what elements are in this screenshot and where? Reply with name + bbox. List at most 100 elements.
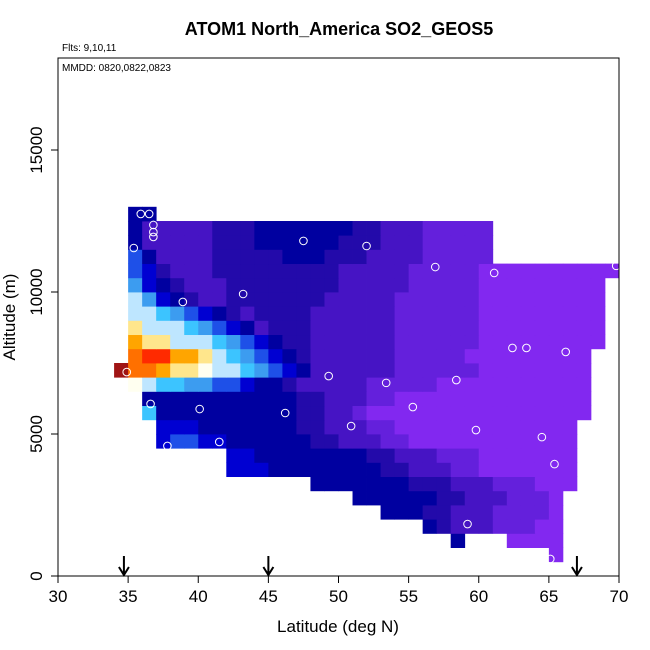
heatmap-cell — [506, 419, 522, 435]
heatmap-cell — [254, 391, 269, 407]
heatmap-cell — [520, 277, 536, 293]
heatmap-cell — [506, 405, 522, 421]
heatmap-cell — [562, 306, 578, 321]
heatmap-cell — [198, 235, 213, 250]
heatmap-cell — [156, 320, 171, 336]
heatmap-cell — [268, 221, 283, 236]
heatmap-cell — [338, 448, 353, 463]
heatmap-cell — [296, 419, 311, 435]
heatmap-cell — [198, 419, 213, 435]
heatmap-cell — [128, 377, 143, 392]
heatmap-cell — [226, 448, 241, 463]
flight-point — [362, 241, 371, 251]
heatmap-cell — [450, 505, 466, 520]
heatmap-cell — [506, 334, 522, 350]
x-tick-label: 65 — [539, 587, 558, 606]
heatmap-cell — [170, 277, 185, 293]
heatmap-cell — [436, 263, 452, 279]
heatmap-cell — [478, 249, 494, 265]
heatmap-cell — [380, 348, 395, 364]
heatmap-cell — [380, 377, 395, 392]
heatmap-cell — [282, 277, 297, 293]
heatmap-cell — [450, 292, 466, 307]
heatmap-cell — [184, 235, 199, 250]
heatmap-cell — [506, 391, 522, 407]
heatmap-cell — [240, 320, 255, 336]
heatmap-cell — [464, 405, 480, 421]
flight-point — [149, 220, 158, 230]
heatmap-cell — [450, 306, 466, 321]
heatmap-cell — [296, 448, 311, 463]
heatmap-cell — [352, 377, 367, 392]
heatmap-cell — [478, 490, 494, 506]
heatmap-cell — [198, 434, 213, 449]
heatmap-cell — [520, 377, 536, 392]
heatmap-cell — [296, 221, 311, 236]
heatmap-cell — [492, 519, 508, 534]
heatmap-cell — [394, 249, 410, 265]
heatmap-cell — [506, 448, 522, 463]
heatmap-cell — [128, 334, 143, 350]
heatmap-cell — [548, 519, 564, 534]
annotation: Flts: 9,10,11 — [62, 43, 117, 54]
heatmap-cell — [534, 448, 550, 463]
heatmap-cell — [184, 221, 199, 236]
heatmap-cell — [366, 320, 381, 336]
heatmap-cell — [436, 348, 452, 364]
heatmap-cell — [338, 476, 353, 492]
heatmap-cell — [576, 363, 592, 378]
heatmap-cell — [422, 377, 438, 392]
heatmap-cell — [436, 519, 452, 534]
heatmap-cell — [380, 263, 395, 279]
heatmap-cell — [464, 249, 480, 265]
heatmap-cell — [380, 306, 395, 321]
heatmap-cell — [422, 490, 438, 506]
heatmap-cell — [268, 419, 283, 435]
heatmap-cell — [296, 462, 311, 478]
heatmap-cell — [464, 320, 480, 336]
heatmap-cell — [534, 462, 550, 478]
heatmap-cell — [408, 405, 424, 421]
heatmap-cell — [156, 348, 171, 364]
heatmap-cell — [478, 363, 494, 378]
flight-point — [299, 236, 308, 246]
heatmap-cell — [534, 320, 550, 336]
heatmap-cell — [212, 306, 227, 321]
heatmap-cell — [310, 320, 325, 336]
heatmap-cell — [310, 405, 325, 421]
heatmap-cell — [534, 292, 550, 307]
heatmap-cell — [184, 377, 199, 392]
heatmap-cell — [492, 490, 508, 506]
heatmap-cell — [576, 405, 592, 421]
heatmap-cell — [548, 391, 564, 407]
heatmap-cell — [352, 476, 367, 492]
heatmap-cell — [310, 221, 325, 236]
heatmap-cell — [464, 434, 480, 449]
heatmap-cell — [534, 363, 550, 378]
heatmap-cell — [268, 434, 283, 449]
heatmap-cell — [114, 363, 129, 378]
flight-point — [195, 404, 204, 414]
heatmap-cell — [478, 348, 494, 364]
heatmap-cell — [562, 462, 578, 478]
heatmap-cell — [156, 249, 171, 265]
heatmap-cell — [562, 405, 578, 421]
heatmap-cell — [226, 348, 241, 364]
heatmap-cell — [492, 462, 508, 478]
heatmap-cell — [534, 348, 550, 364]
heatmap-cell — [296, 434, 311, 449]
heatmap-cell — [310, 419, 325, 435]
heatmap-cell — [492, 476, 508, 492]
heatmap-cell — [422, 405, 438, 421]
heatmap-cell — [282, 348, 297, 364]
heatmap-cell — [380, 249, 395, 265]
heatmap-cell — [366, 448, 381, 463]
heatmap-cell — [366, 434, 381, 449]
heatmap-cell — [212, 348, 227, 364]
heatmap-cell — [212, 334, 227, 350]
heatmap-cell — [394, 405, 410, 421]
heatmap-cell — [436, 391, 452, 407]
flight-point — [146, 399, 155, 409]
heatmap-cell — [268, 292, 283, 307]
heatmap-cell — [422, 249, 438, 265]
